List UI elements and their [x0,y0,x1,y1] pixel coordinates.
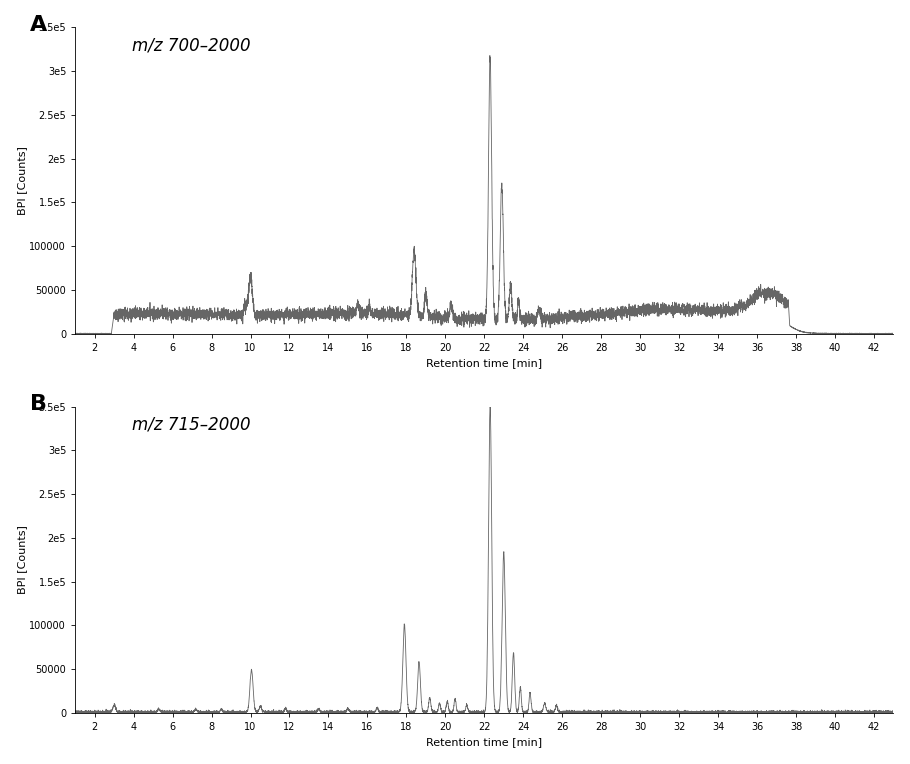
Y-axis label: BPI [Counts]: BPI [Counts] [16,146,26,215]
Y-axis label: BPI [Counts]: BPI [Counts] [16,525,26,594]
X-axis label: Retention time [min]: Retention time [min] [426,358,542,368]
Text: m/z 715–2000: m/z 715–2000 [133,416,251,434]
Text: m/z 700–2000: m/z 700–2000 [133,37,251,54]
Text: B: B [30,394,47,414]
X-axis label: Retention time [min]: Retention time [min] [426,737,542,747]
Text: A: A [30,15,47,35]
